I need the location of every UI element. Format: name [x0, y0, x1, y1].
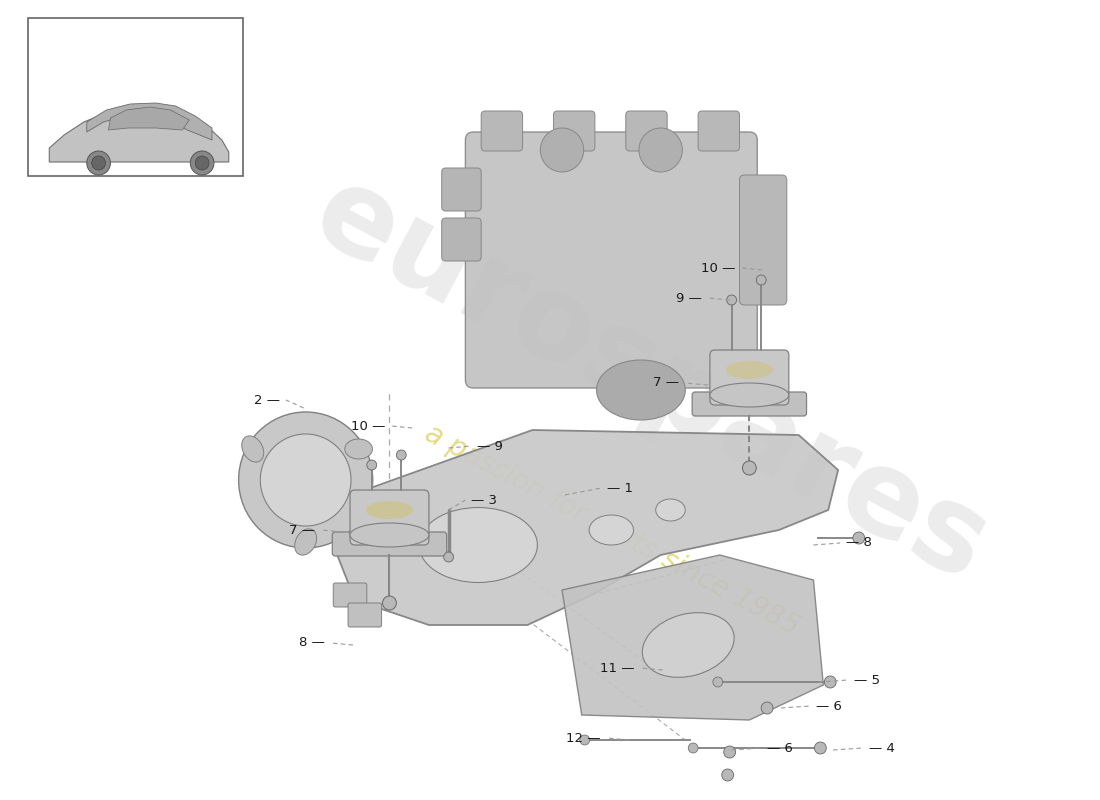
Polygon shape — [50, 107, 229, 162]
Circle shape — [366, 460, 376, 470]
FancyBboxPatch shape — [698, 111, 739, 151]
FancyBboxPatch shape — [442, 168, 481, 211]
Ellipse shape — [726, 361, 773, 379]
Text: eurospares: eurospares — [295, 154, 1008, 606]
Polygon shape — [87, 103, 212, 140]
Circle shape — [689, 743, 698, 753]
Circle shape — [87, 151, 110, 175]
Ellipse shape — [242, 436, 264, 462]
Text: — 9: — 9 — [477, 439, 503, 453]
Text: — 4: — 4 — [869, 742, 894, 754]
Text: 2 —: 2 — — [254, 394, 280, 406]
Circle shape — [239, 412, 373, 548]
FancyBboxPatch shape — [348, 603, 382, 627]
Ellipse shape — [366, 501, 414, 519]
Circle shape — [852, 532, 865, 544]
Circle shape — [824, 676, 836, 688]
FancyBboxPatch shape — [442, 218, 481, 261]
Text: — 1: — 1 — [607, 482, 634, 494]
Circle shape — [713, 677, 723, 687]
FancyBboxPatch shape — [692, 392, 806, 416]
Circle shape — [443, 552, 453, 562]
Text: — 3: — 3 — [471, 494, 497, 506]
FancyBboxPatch shape — [465, 132, 757, 388]
Circle shape — [580, 735, 590, 745]
Circle shape — [742, 461, 757, 475]
Ellipse shape — [642, 613, 734, 678]
FancyBboxPatch shape — [626, 111, 668, 151]
Circle shape — [757, 275, 766, 285]
Circle shape — [396, 450, 406, 460]
Circle shape — [727, 295, 737, 305]
Text: 8 —: 8 — — [298, 637, 324, 650]
Text: — 8: — 8 — [846, 537, 872, 550]
Polygon shape — [336, 430, 838, 625]
Circle shape — [761, 702, 773, 714]
Circle shape — [814, 742, 826, 754]
Ellipse shape — [656, 499, 685, 521]
Text: 10 —: 10 — — [701, 262, 736, 274]
Circle shape — [91, 156, 106, 170]
Text: 7 —: 7 — — [653, 377, 680, 390]
Ellipse shape — [590, 515, 634, 545]
Circle shape — [540, 128, 584, 172]
Text: — 6: — 6 — [816, 699, 843, 713]
FancyBboxPatch shape — [710, 350, 789, 405]
Ellipse shape — [350, 523, 429, 547]
Circle shape — [724, 746, 736, 758]
FancyBboxPatch shape — [333, 583, 366, 607]
Text: 11 —: 11 — — [601, 662, 635, 674]
Text: 7 —: 7 — — [288, 523, 315, 537]
Circle shape — [722, 769, 734, 781]
Circle shape — [190, 151, 214, 175]
Circle shape — [639, 128, 682, 172]
Text: — 5: — 5 — [854, 674, 880, 686]
Ellipse shape — [596, 360, 685, 420]
Text: — 6: — 6 — [767, 742, 793, 754]
FancyBboxPatch shape — [739, 175, 786, 305]
FancyBboxPatch shape — [553, 111, 595, 151]
Ellipse shape — [344, 439, 373, 459]
Ellipse shape — [710, 383, 789, 407]
Circle shape — [195, 156, 209, 170]
FancyBboxPatch shape — [332, 532, 447, 556]
Polygon shape — [109, 107, 189, 130]
Polygon shape — [562, 555, 823, 720]
Circle shape — [261, 434, 351, 526]
Ellipse shape — [295, 529, 317, 555]
FancyBboxPatch shape — [481, 111, 522, 151]
Text: a passion for parts since 1985: a passion for parts since 1985 — [419, 419, 803, 641]
Circle shape — [383, 596, 396, 610]
FancyBboxPatch shape — [28, 18, 243, 176]
FancyBboxPatch shape — [350, 490, 429, 545]
Text: 12 —: 12 — — [566, 731, 601, 745]
Text: 9 —: 9 — — [676, 291, 702, 305]
Text: 10 —: 10 — — [351, 419, 385, 433]
Ellipse shape — [419, 507, 538, 582]
